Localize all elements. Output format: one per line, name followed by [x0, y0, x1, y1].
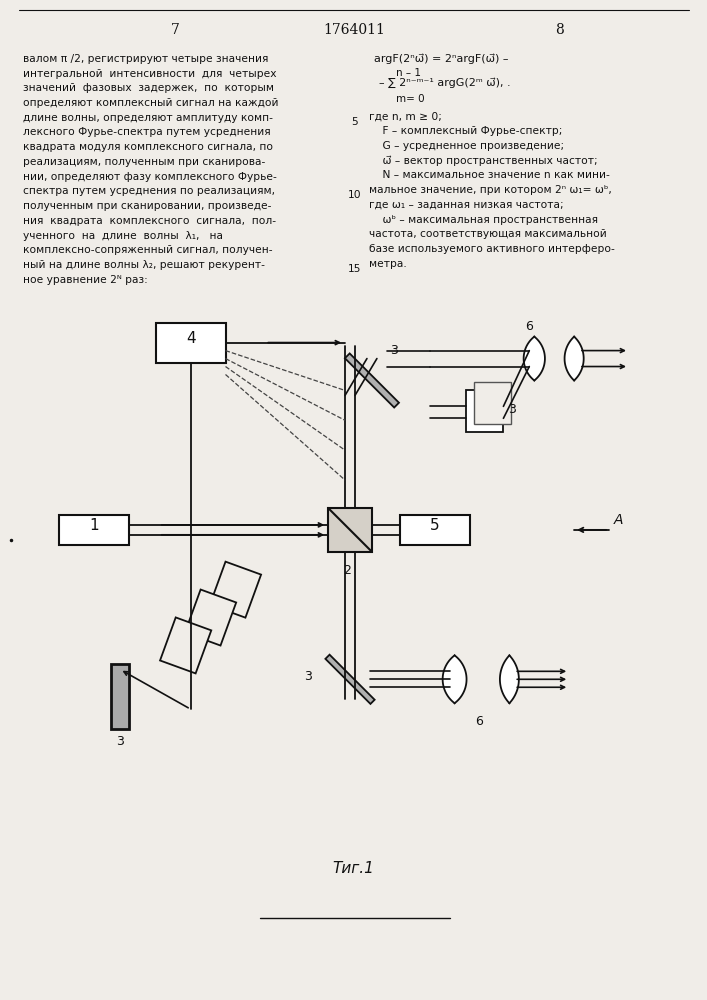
Polygon shape — [524, 337, 545, 380]
Text: интегральной  интенсивности  для  четырех: интегральной интенсивности для четырех — [23, 69, 277, 79]
Text: нии, определяют фазу комплексного Фурье-: нии, определяют фазу комплексного Фурье- — [23, 172, 277, 182]
Text: A: A — [614, 513, 624, 527]
Bar — [328, 508, 372, 552]
Text: G – усредненное произведение;: G – усредненное произведение; — [369, 141, 564, 151]
Text: частота, соответствующая максимальной: частота, соответствующая максимальной — [369, 229, 607, 239]
Text: метра.: метра. — [369, 259, 407, 269]
Text: 2: 2 — [343, 564, 351, 577]
Text: F – комплексный Фурье-спектр;: F – комплексный Фурье-спектр; — [369, 126, 562, 136]
Text: 6: 6 — [476, 715, 484, 728]
Text: ωᵇ – максимальная пространственная: ωᵇ – максимальная пространственная — [369, 215, 598, 225]
Bar — [465, 390, 503, 432]
Text: ω⃗ – вектор пространственных частот;: ω⃗ – вектор пространственных частот; — [369, 156, 597, 166]
Text: 3: 3 — [390, 344, 398, 357]
Text: 1764011: 1764011 — [323, 23, 385, 37]
Text: ния  квадрата  комплексного  сигнала,  пол-: ния квадрата комплексного сигнала, пол- — [23, 216, 276, 226]
Text: Τиг.1: Τиг.1 — [332, 861, 374, 876]
Text: квадрата модуля комплексного сигнала, по: квадрата модуля комплексного сигнала, по — [23, 142, 274, 152]
Text: 1: 1 — [89, 518, 99, 533]
Text: 8: 8 — [555, 23, 563, 37]
Text: ное уравнение 2ᴺ раз:: ное уравнение 2ᴺ раз: — [23, 275, 148, 285]
Polygon shape — [565, 337, 584, 380]
Text: спектра путем усреднения по реализациям,: спектра путем усреднения по реализациям, — [23, 186, 275, 196]
Text: значений  фазовых  задержек,  по  которым: значений фазовых задержек, по которым — [23, 83, 274, 93]
Polygon shape — [185, 590, 236, 646]
Text: 4: 4 — [186, 331, 195, 346]
Text: где n, m ≥ 0;: где n, m ≥ 0; — [369, 112, 442, 122]
Text: 10: 10 — [348, 190, 362, 200]
Bar — [59, 515, 129, 545]
Text: где ω₁ – заданная низкая частота;: где ω₁ – заданная низкая частота; — [369, 200, 563, 210]
Text: 3: 3 — [304, 670, 312, 683]
Polygon shape — [500, 655, 519, 703]
Text: 5: 5 — [351, 117, 358, 127]
Text: базе используемого активного интерферо-: базе используемого активного интерферо- — [369, 244, 615, 254]
Text: реализациям, полученным при сканирова-: реализациям, полученным при сканирова- — [23, 157, 266, 167]
Text: полученным при сканировании, произведе-: полученным при сканировании, произведе- — [23, 201, 271, 211]
Text: ученного  на  длине  волны  λ₁,   на: ученного на длине волны λ₁, на — [23, 231, 223, 241]
Text: комплексно-сопряженный сигнал, получен-: комплексно-сопряженный сигнал, получен- — [23, 245, 273, 255]
Text: длине волны, определяют амплитуду комп-: длине волны, определяют амплитуду комп- — [23, 113, 274, 123]
Text: m= 0: m= 0 — [396, 94, 424, 104]
Bar — [400, 515, 469, 545]
Text: лексного Фурье-спектра путем усреднения: лексного Фурье-спектра путем усреднения — [23, 127, 271, 137]
Text: – ∑ 2ⁿ⁻ᵐ⁻¹ argG(2ᵐ ω⃗), .: – ∑ 2ⁿ⁻ᵐ⁻¹ argG(2ᵐ ω⃗), . — [379, 78, 510, 88]
Text: n – 1: n – 1 — [396, 68, 421, 78]
Text: 6: 6 — [525, 320, 533, 333]
Polygon shape — [325, 655, 375, 704]
Polygon shape — [345, 353, 399, 408]
Text: валом π /2, регистрируют четыре значения: валом π /2, регистрируют четыре значения — [23, 54, 269, 64]
Polygon shape — [443, 655, 467, 703]
Text: мальное значение, при котором 2ⁿ ω₁= ωᵇ,: мальное значение, при котором 2ⁿ ω₁= ωᵇ, — [369, 185, 612, 195]
Text: ный на длине волны λ₂, решают рекурент-: ный на длине волны λ₂, решают рекурент- — [23, 260, 265, 270]
Polygon shape — [160, 617, 211, 673]
Bar — [474, 382, 511, 424]
Text: N – максимальное значение n как мини-: N – максимальное значение n как мини- — [369, 170, 610, 180]
Text: 3: 3 — [116, 735, 124, 748]
Text: определяют комплексный сигнал на каждой: определяют комплексный сигнал на каждой — [23, 98, 279, 108]
Polygon shape — [210, 562, 261, 618]
Text: 15: 15 — [349, 264, 362, 274]
Bar — [111, 664, 129, 729]
Text: argF(2ⁿω⃗) = 2ⁿargF(ω⃗) –: argF(2ⁿω⃗) = 2ⁿargF(ω⃗) – — [374, 54, 508, 64]
Text: 7: 7 — [171, 23, 180, 37]
Text: 3: 3 — [508, 403, 516, 416]
Text: 5: 5 — [430, 518, 440, 533]
Bar — [156, 323, 226, 363]
